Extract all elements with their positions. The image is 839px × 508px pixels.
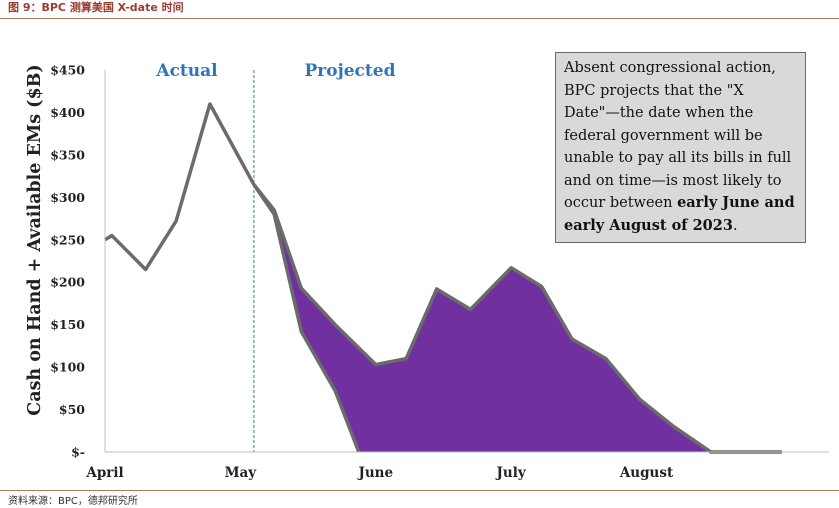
y-tick-label: $-: [71, 445, 85, 460]
title-rule: [0, 18, 839, 19]
y-tick-label: $250: [50, 232, 85, 247]
x-tick-label: April: [85, 465, 123, 481]
y-tick-label: $100: [50, 360, 85, 375]
x-tick-label: May: [225, 465, 258, 481]
y-tick-label: $150: [50, 317, 85, 332]
y-tick-label: $450: [50, 63, 85, 78]
source-rule: [0, 490, 839, 491]
annotation-text-end: .: [732, 217, 738, 234]
projected-range-fill: [253, 184, 782, 452]
annotation-box: Absent congressional action, BPC project…: [555, 52, 806, 243]
y-tick-label: $400: [50, 105, 85, 120]
series-line-2: [252, 183, 361, 453]
y-tick-label: $350: [50, 147, 85, 162]
y-axis-label: Cash on Hand + Available EMs ($B): [25, 64, 45, 415]
x-tick-label: June: [357, 465, 393, 481]
y-tick-label: $50: [59, 402, 85, 417]
source-note: 资料来源：BPC，德邦研究所: [8, 496, 138, 507]
y-tick-label: $300: [50, 190, 85, 205]
series-line-0: [104, 102, 256, 272]
annotation-bold-text: early June and early August of 2023: [564, 194, 795, 234]
x-tick-label: August: [619, 465, 674, 481]
x-tick-label: July: [496, 465, 527, 481]
series-line-1: [252, 183, 782, 454]
y-tick-label: $200: [50, 275, 85, 290]
projected-region-label: Projected: [305, 61, 396, 81]
actual-region-label: Actual: [155, 61, 218, 81]
annotation-text: Absent congressional action, BPC project…: [564, 60, 792, 211]
figure-title: 图 9：BPC 测算美国 X-date 时间: [8, 1, 184, 14]
